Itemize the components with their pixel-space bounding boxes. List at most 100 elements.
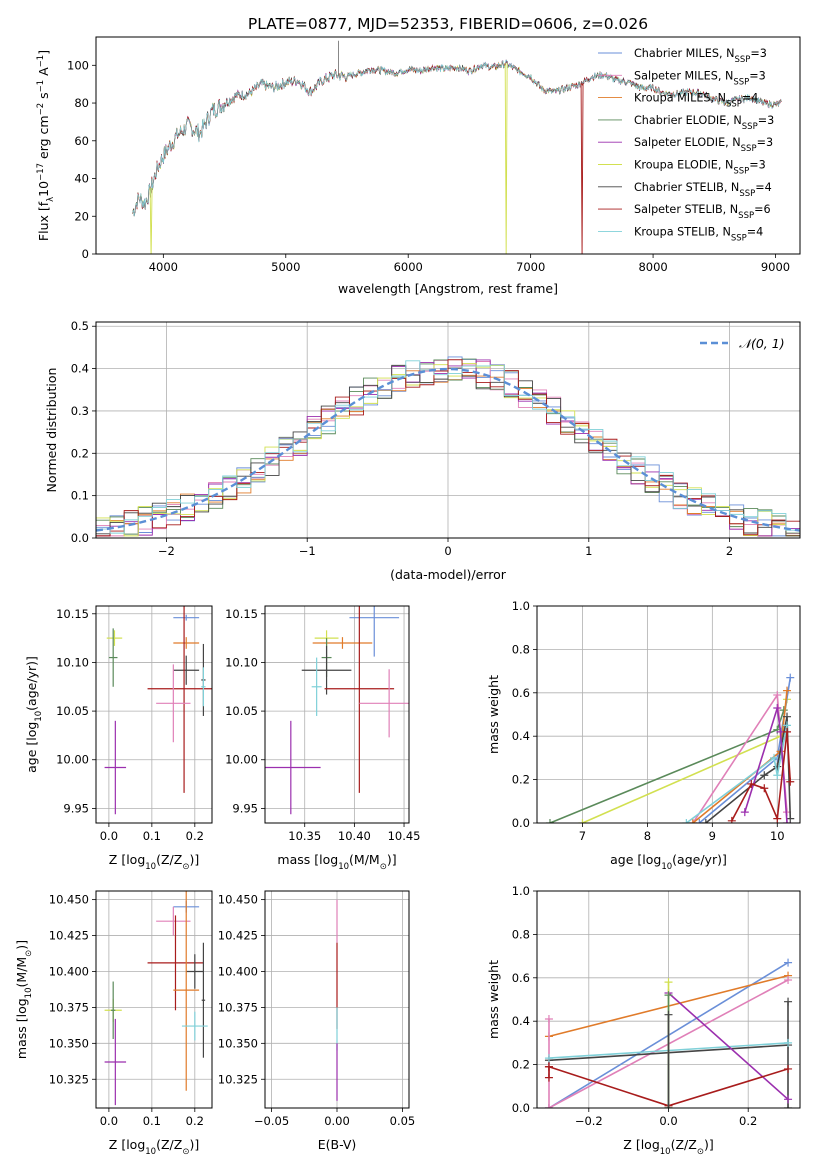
weight-line-chabrier-miles	[698, 677, 792, 823]
y-tick-label: 0.6	[512, 971, 530, 985]
x-tick-label: 0.0	[100, 829, 118, 843]
weight-marker	[544, 1015, 553, 1024]
panel-residual_hist: −2 −1 0 1 2 0.0 0.1 0.2 0.3 0.4 0.5 (data-model)/er…	[44, 319, 801, 582]
y-axis-label: Flux [fλ10−17 erg cm−2 s−1 A−1]	[36, 50, 56, 241]
axes-frame	[536, 605, 801, 824]
weight-marker	[786, 673, 795, 682]
figure-title: PLATE=0877, MJD=52353, FIBERID=0606, z=0…	[248, 15, 648, 33]
weight-marker	[740, 808, 749, 817]
y-axis-label: mass weight	[486, 675, 501, 754]
weight-line-salpeter-elodie	[744, 707, 788, 823]
weight-marker	[747, 779, 756, 788]
weight-marker	[773, 703, 782, 712]
y-tick-label: 0.2	[512, 773, 530, 787]
weight-marker	[784, 1064, 793, 1073]
weight-marker	[784, 958, 793, 967]
plot-area	[132, 40, 782, 254]
legend-entry: Salpeter MILES, NSSP=3	[634, 69, 766, 87]
y-tick-label: 0.4	[512, 729, 530, 743]
legend-entry: Kroupa STELIB, NSSP=4	[634, 225, 763, 243]
y-tick-label: 60	[74, 134, 89, 148]
y-tick-label: 10.375	[49, 1000, 89, 1014]
weight-marker	[773, 814, 782, 823]
y-tick-label: 0	[82, 247, 89, 261]
plot-area	[265, 891, 409, 1108]
legend-entry: Kroupa ELODIE, NSSP=3	[634, 159, 766, 177]
y-tick-label: 10.05	[56, 704, 89, 718]
legend-entry: 𝒩(0, 1)	[739, 336, 785, 351]
weight-marker	[784, 975, 793, 984]
y-tick-label: 0.8	[512, 642, 530, 656]
weight-marker	[760, 771, 769, 780]
y-tick-label: 10.00	[225, 753, 258, 767]
panel-weight_vs_Z: −0.2 0.0 0.2 0.0 0.2 0.4 0.6 0.8 1.0 Z [log10(Z/Z…	[486, 884, 801, 1157]
x-tick-label: −0.05	[254, 1114, 289, 1128]
y-tick-label: 10.425	[218, 929, 258, 943]
weight-line-salpeter-stelib	[731, 731, 792, 822]
x-tick-label: 0.2	[186, 829, 204, 843]
weight-marker	[701, 819, 710, 823]
y-tick-label: 10.350	[49, 1036, 89, 1050]
plot-area	[96, 322, 800, 538]
x-tick-label: 9000	[761, 260, 790, 274]
x-tick-label: 0.0	[659, 1114, 677, 1128]
x-tick-label: 10.40	[338, 829, 371, 843]
axes-frame	[95, 605, 213, 824]
x-tick-label: 0.1	[143, 829, 161, 843]
weight-marker	[773, 762, 782, 771]
y-tick-label: 0.3	[71, 404, 89, 418]
weight-marker	[544, 1054, 553, 1063]
axes-frame	[95, 890, 213, 1109]
weight-marker	[664, 1104, 673, 1108]
x-tick-label: 2	[726, 544, 733, 558]
spectrum-dropout	[580, 82, 584, 254]
panel-age_vs_mass: 10.35 10.40 10.45 9.95 10.00 10.05 10.10 10.15 m…	[225, 605, 421, 872]
x-axis-label: age [log10(age/yr)]	[610, 852, 727, 872]
y-tick-label: 10.425	[49, 929, 89, 943]
x-tick-label: 9	[709, 829, 716, 843]
x-tick-label: 0.2	[739, 1114, 757, 1128]
panel-age_vs_Z: 0.0 0.1 0.2 9.95 10.00 10.05 10.10 10.15 Z [log1…	[24, 605, 213, 872]
plot-area	[537, 891, 800, 1108]
y-tick-label: 20	[74, 209, 89, 223]
x-tick-label: 0	[444, 544, 451, 558]
y-tick-label: 9.95	[232, 801, 258, 815]
x-tick-label: −1	[299, 544, 316, 558]
y-tick-label: 0.0	[512, 1101, 530, 1115]
x-tick-label: 8000	[638, 260, 667, 274]
gaussian-curve	[96, 367, 800, 532]
weight-marker	[786, 777, 795, 786]
weight-marker	[783, 686, 792, 695]
weight-marker	[544, 1073, 553, 1082]
x-tick-label: 7	[579, 829, 586, 843]
x-axis-label: (data-model)/error	[390, 567, 507, 582]
x-axis-label: E(B-V)	[318, 1137, 357, 1152]
weight-line-kroupa-miles	[692, 690, 788, 823]
plot-area	[265, 606, 409, 823]
y-tick-label: 10.00	[56, 753, 89, 767]
weight-marker	[784, 1038, 793, 1047]
y-tick-label: 0.0	[512, 816, 530, 830]
y-tick-label: 1.0	[512, 599, 530, 613]
weight-marker	[770, 753, 779, 762]
y-tick-label: 1.0	[512, 884, 530, 898]
y-tick-label: 40	[74, 172, 89, 186]
x-axis-label: mass [log10(M/M⊙)]	[277, 852, 396, 872]
y-tick-label: 0.0	[71, 531, 89, 545]
x-tick-label: 4000	[149, 260, 178, 274]
x-tick-label: 5000	[271, 260, 300, 274]
x-tick-label: 0.2	[186, 1114, 204, 1128]
y-tick-label: 10.10	[225, 655, 258, 669]
y-tick-label: 10.15	[56, 607, 89, 621]
weight-marker	[773, 690, 782, 699]
x-tick-label: 0.05	[390, 1114, 416, 1128]
weight-marker	[664, 1010, 673, 1019]
weight-marker	[784, 1095, 793, 1104]
legend-entry: Chabrier STELIB, NSSP=4	[634, 181, 772, 199]
x-tick-label: 7000	[516, 260, 545, 274]
legend-entry: Kroupa MILES, NSSP=4	[634, 92, 758, 110]
x-tick-label: 0.0	[100, 1114, 118, 1128]
x-tick-label: 0.1	[143, 1114, 161, 1128]
plot-area	[96, 606, 212, 823]
x-axis-label: Z [log10(Z/Z⊙)]	[109, 852, 199, 872]
